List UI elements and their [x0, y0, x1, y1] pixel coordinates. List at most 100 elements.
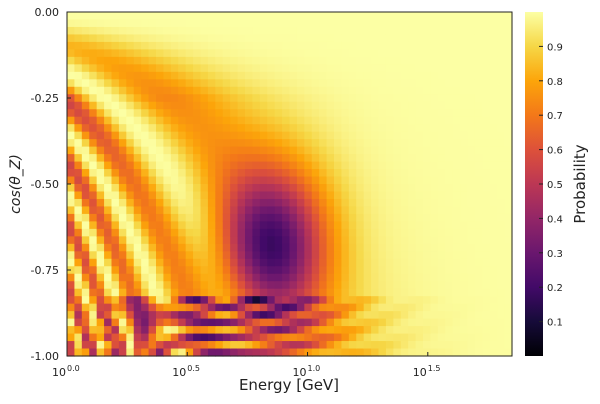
heatmap-cell — [193, 109, 202, 118]
heatmap-cell — [67, 206, 76, 215]
heatmap-cell — [118, 71, 127, 80]
heatmap-cell — [215, 296, 224, 305]
heatmap-cell — [415, 191, 424, 200]
heatmap-cell — [452, 139, 461, 148]
heatmap-cell — [126, 341, 135, 350]
heatmap-cell — [437, 79, 446, 88]
heatmap-cell — [430, 26, 439, 36]
heatmap-cell — [282, 86, 291, 95]
heatmap-cell — [408, 79, 417, 88]
heatmap-cell — [126, 139, 135, 148]
heatmap-cell — [178, 303, 187, 312]
heatmap-cell — [141, 139, 150, 148]
heatmap-cell — [81, 101, 90, 110]
heatmap-cell — [378, 101, 387, 110]
heatmap-cell — [371, 139, 380, 148]
heatmap-cell — [497, 146, 506, 155]
heatmap-cell — [348, 318, 357, 327]
heatmap-cell — [311, 266, 320, 275]
heatmap-cell — [356, 341, 365, 350]
heatmap-cell — [81, 243, 90, 252]
heatmap-cell — [445, 213, 454, 222]
heatmap-cell — [193, 258, 202, 267]
heatmap-cell — [215, 124, 224, 133]
heatmap-cell — [341, 236, 350, 245]
heatmap-cell — [378, 191, 387, 200]
heatmap-cell — [141, 288, 150, 297]
heatmap-cell — [215, 281, 224, 290]
heatmap-cell — [170, 258, 179, 267]
heatmap-cell — [371, 198, 380, 208]
heatmap-cell — [74, 139, 83, 148]
heatmap-cell — [400, 266, 409, 275]
heatmap-cell — [126, 266, 135, 275]
heatmap-cell — [178, 49, 187, 58]
heatmap-cell — [296, 296, 305, 305]
heatmap-cell — [74, 124, 83, 133]
heatmap-cell — [133, 184, 142, 193]
heatmap-cell — [111, 169, 120, 178]
heatmap-cell — [200, 243, 209, 252]
heatmap-cell — [170, 79, 179, 88]
heatmap-cell — [296, 154, 305, 163]
heatmap-cell — [118, 86, 127, 95]
heatmap-cell — [230, 251, 239, 260]
heatmap-cell — [489, 258, 498, 267]
heatmap-cell — [104, 116, 113, 125]
heatmap-cell — [289, 318, 298, 327]
heatmap-cell — [252, 41, 261, 50]
heatmap-cell — [356, 288, 365, 297]
heatmap-cell — [437, 206, 446, 215]
heatmap-cell — [474, 26, 483, 36]
heatmap-cell — [282, 348, 291, 357]
heatmap-cell — [363, 131, 372, 140]
heatmap-cell — [378, 326, 387, 335]
heatmap-cell — [341, 198, 350, 208]
heatmap-cell — [282, 318, 291, 327]
heatmap-cell — [74, 146, 83, 155]
heatmap-cell — [326, 258, 335, 267]
heatmap-cell — [371, 288, 380, 297]
heatmap-cell — [482, 71, 491, 80]
heatmap-cell — [400, 243, 409, 252]
heatmap-cell — [207, 124, 216, 133]
heatmap-cell — [252, 243, 261, 252]
heatmap-cell — [67, 251, 76, 260]
heatmap-cell — [141, 273, 150, 282]
heatmap-cell — [104, 124, 113, 133]
heatmap-cell — [437, 19, 446, 28]
heatmap-cell — [267, 184, 276, 193]
heatmap-cell — [430, 64, 439, 73]
heatmap-cell — [193, 34, 202, 43]
heatmap-cell — [334, 86, 343, 95]
heatmap-cell — [497, 19, 506, 28]
heatmap-cell — [341, 213, 350, 222]
heatmap-cell — [148, 213, 157, 222]
heatmap-cell — [215, 326, 224, 335]
heatmap-cell — [222, 251, 231, 260]
heatmap-cell — [207, 273, 216, 282]
heatmap-cell — [126, 273, 135, 282]
heatmap-cell — [363, 236, 372, 245]
heatmap-cell — [393, 139, 402, 148]
heatmap-cell — [267, 131, 276, 140]
heatmap-cell — [393, 213, 402, 222]
heatmap-cell — [237, 109, 246, 118]
heatmap-cell — [193, 288, 202, 297]
x-tick-exponent: 1.0 — [308, 364, 321, 373]
heatmap-cell — [111, 281, 120, 290]
heatmap-cell — [497, 101, 506, 110]
heatmap-cell — [74, 318, 83, 327]
heatmap-cell — [489, 26, 498, 36]
heatmap-cell — [467, 341, 476, 350]
heatmap-cell — [67, 348, 76, 357]
heatmap-cell — [400, 206, 409, 215]
heatmap-cell — [230, 71, 239, 80]
heatmap-cell — [259, 318, 268, 327]
heatmap-cell — [423, 161, 432, 170]
heatmap-cell — [319, 228, 328, 237]
heatmap-cell — [118, 281, 127, 290]
heatmap-cell — [252, 64, 261, 73]
heatmap-cell — [304, 154, 313, 163]
heatmap-cell — [133, 154, 142, 163]
